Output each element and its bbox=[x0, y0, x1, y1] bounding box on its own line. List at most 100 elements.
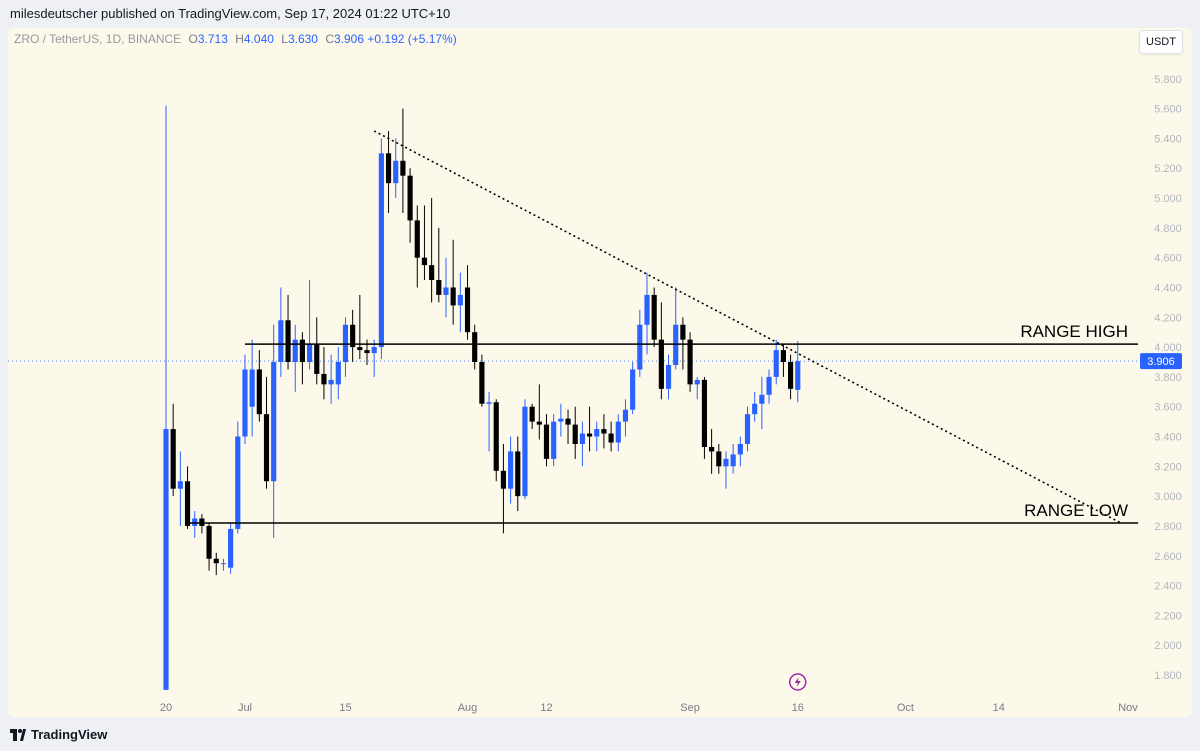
candle-body bbox=[658, 339, 664, 389]
footer-brand: TradingView bbox=[31, 727, 108, 742]
candle-body bbox=[285, 320, 291, 362]
candle-body bbox=[601, 429, 607, 434]
y-tick-label: 5.600 bbox=[1154, 104, 1182, 116]
candle-body bbox=[694, 379, 700, 385]
candle-body bbox=[249, 369, 255, 407]
candle-body bbox=[421, 257, 428, 266]
candle-body bbox=[335, 362, 341, 385]
candle-body bbox=[644, 294, 650, 325]
y-tick-label: 2.000 bbox=[1154, 640, 1182, 652]
candle-body bbox=[701, 379, 708, 447]
candle-body bbox=[393, 160, 399, 184]
candle-body bbox=[220, 563, 227, 565]
candle-body bbox=[371, 347, 377, 354]
y-tick-label: 5.400 bbox=[1154, 133, 1182, 145]
y-tick-label: 3.400 bbox=[1154, 432, 1182, 444]
change-value: +0.192 (+5.17%) bbox=[367, 32, 457, 46]
y-tick-label: 4.000 bbox=[1154, 342, 1182, 354]
candle-body bbox=[263, 414, 270, 482]
candle-body bbox=[472, 332, 478, 362]
candle-body bbox=[364, 350, 370, 354]
candle-body bbox=[551, 421, 557, 459]
candlestick-chart[interactable]: 1.800 2.000 2.200 2.400 2.600 2.800 3.000 3.200… bbox=[8, 28, 1192, 717]
chart-panel[interactable]: 1.800 2.000 2.200 2.400 2.600 2.800 3.000 3.200… bbox=[8, 28, 1192, 717]
y-tick-label: 3.000 bbox=[1154, 491, 1182, 503]
candle-body bbox=[759, 394, 765, 404]
candle-body bbox=[292, 339, 298, 362]
candle-body bbox=[177, 481, 183, 489]
candle-body bbox=[622, 409, 629, 422]
candle-body bbox=[680, 324, 686, 340]
candle-body bbox=[651, 294, 657, 340]
candle-body bbox=[314, 344, 320, 374]
candle-body bbox=[665, 364, 672, 389]
close-value: 3.906 bbox=[334, 32, 365, 46]
candle-body bbox=[529, 406, 535, 422]
y-tick-label: 2.200 bbox=[1154, 610, 1182, 622]
candle-body bbox=[536, 421, 542, 425]
y-tick-label: 2.600 bbox=[1154, 551, 1182, 563]
open-label: O bbox=[188, 32, 198, 46]
x-tick-label: 15 bbox=[339, 702, 351, 714]
candle-body bbox=[709, 446, 715, 452]
candle-body bbox=[184, 481, 191, 526]
candle-body bbox=[378, 153, 384, 348]
candle-body bbox=[558, 418, 564, 422]
candle-body bbox=[500, 470, 507, 489]
candle-body bbox=[213, 558, 219, 564]
candle-body bbox=[486, 402, 492, 404]
candle-body bbox=[744, 414, 751, 444]
symbol-name: ZRO / TetherUS, 1D, BINANCE bbox=[14, 32, 182, 46]
candle-body bbox=[429, 265, 435, 281]
y-tick-label: 1.800 bbox=[1154, 670, 1182, 682]
y-tick-label: 3.200 bbox=[1154, 461, 1182, 473]
y-tick-label: 2.400 bbox=[1154, 581, 1182, 593]
x-tick-label: Oct bbox=[897, 702, 914, 714]
candle-body bbox=[350, 324, 356, 348]
candle-body bbox=[256, 369, 262, 415]
high-value: 4.040 bbox=[243, 32, 274, 46]
candle-body bbox=[572, 424, 578, 444]
last-price-badge bbox=[1140, 353, 1182, 370]
candle-body bbox=[515, 451, 521, 497]
candle-body bbox=[737, 443, 743, 455]
low-label: L bbox=[281, 32, 288, 46]
currency-button[interactable]: USDT bbox=[1139, 30, 1183, 54]
tradingview-logo[interactable]: TradingView bbox=[10, 727, 107, 742]
candle-body bbox=[522, 406, 528, 497]
candle-body bbox=[773, 350, 779, 377]
candle-body bbox=[170, 429, 176, 489]
open-value: 3.713 bbox=[197, 32, 228, 46]
candle-body bbox=[493, 402, 499, 471]
y-tick-label: 3.600 bbox=[1154, 402, 1182, 414]
x-tick-label: 16 bbox=[792, 702, 804, 714]
candle-body bbox=[464, 287, 471, 333]
x-tick-label: 12 bbox=[540, 702, 552, 714]
candle-body bbox=[450, 287, 456, 306]
candle-body bbox=[228, 528, 234, 568]
candle-body bbox=[730, 454, 736, 467]
y-tick-label: 4.600 bbox=[1154, 253, 1182, 265]
candle-body bbox=[594, 429, 600, 437]
last-price-label: 3.906 bbox=[1147, 356, 1175, 368]
y-tick-label: 4.400 bbox=[1154, 282, 1182, 294]
tradingview-logo-icon bbox=[10, 728, 26, 741]
range-low-label: RANGE LOW bbox=[1024, 501, 1128, 520]
candle-body bbox=[543, 424, 550, 459]
y-tick-label: 5.200 bbox=[1154, 163, 1182, 175]
candle-body bbox=[780, 350, 786, 362]
high-label: H bbox=[235, 32, 244, 46]
candle-body bbox=[795, 361, 801, 390]
candle-body bbox=[436, 280, 442, 295]
candle-body bbox=[385, 153, 392, 184]
candle-body bbox=[278, 320, 284, 362]
candle-body bbox=[299, 339, 305, 362]
candle-body bbox=[579, 433, 585, 444]
candle-body bbox=[752, 403, 758, 415]
candle-body bbox=[306, 344, 313, 362]
x-tick-label: Jul bbox=[238, 702, 252, 714]
candle-body bbox=[723, 458, 729, 467]
candle-body bbox=[235, 436, 241, 529]
candle-body bbox=[716, 451, 722, 467]
candle-body bbox=[414, 220, 420, 258]
